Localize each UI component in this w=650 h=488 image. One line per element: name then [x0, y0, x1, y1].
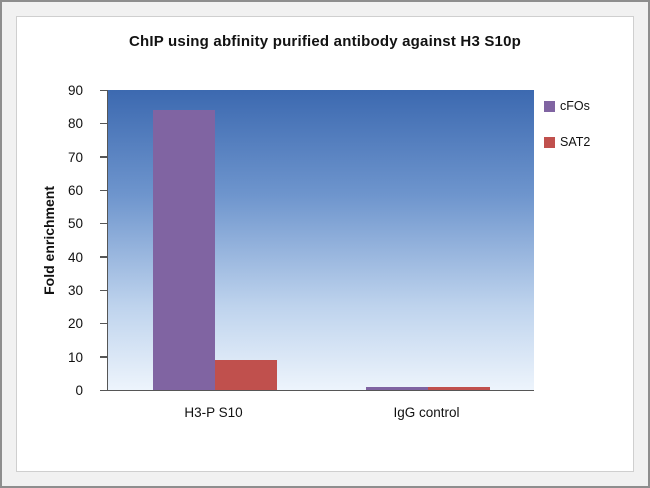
legend-swatch-icon: [544, 100, 555, 112]
y-tick-mark: [100, 89, 108, 91]
legend-item-cfos: cFOs: [544, 99, 590, 113]
plot-area: [100, 89, 534, 391]
legend-label: SAT2: [560, 135, 591, 149]
legend: cFOs SAT2: [544, 99, 590, 149]
legend-swatch-icon: [544, 136, 555, 148]
y-tick-mark: [100, 389, 108, 391]
bar-group-igg-control: [321, 90, 534, 390]
y-tick-label: 90: [67, 83, 83, 98]
y-tick-mark: [100, 122, 108, 125]
y-tick-label: 60: [67, 183, 83, 199]
y-tick-mark: [100, 356, 108, 358]
y-tick-mark: [100, 222, 108, 225]
bar-sat2-h3-p-s10: [214, 360, 277, 390]
y-tick-label: 40: [67, 249, 83, 265]
bar-group-h3-p-s10: [108, 90, 321, 390]
y-tick-label: 10: [67, 349, 83, 365]
bar-sat2-igg-control: [427, 386, 490, 390]
bar-cfos-h3-p-s10: [152, 110, 215, 390]
x-category-label: H3-P S10: [184, 405, 243, 420]
x-axis-labels: H3-P S10 IgG control: [107, 405, 533, 420]
legend-label: cFOs: [560, 99, 590, 113]
y-tick-mark: [100, 256, 108, 258]
y-tick-label: 50: [67, 216, 83, 232]
y-tick-mark: [100, 322, 108, 325]
y-tick-label: 20: [67, 316, 83, 332]
y-tick-label: 0: [75, 383, 83, 398]
legend-item-sat2: SAT2: [544, 135, 590, 149]
y-tick-label: 70: [67, 149, 83, 165]
y-tick-mark: [100, 156, 108, 158]
y-tick-mark: [100, 189, 108, 192]
chart-title: ChIP using abfinity purified antibody ag…: [128, 33, 522, 50]
y-tick-mark: [100, 289, 108, 292]
x-category-label: IgG control: [393, 405, 460, 420]
y-tick-label: 80: [67, 116, 83, 132]
y-tick-label: 30: [67, 283, 83, 299]
bar-groups: [108, 90, 534, 390]
chart-panel: ChIP using abfinity purified antibody ag…: [16, 16, 634, 472]
y-axis-labels: 90 80 70 60 50 40 30 20 10 0: [17, 83, 99, 398]
bar-cfos-igg-control: [365, 386, 428, 390]
